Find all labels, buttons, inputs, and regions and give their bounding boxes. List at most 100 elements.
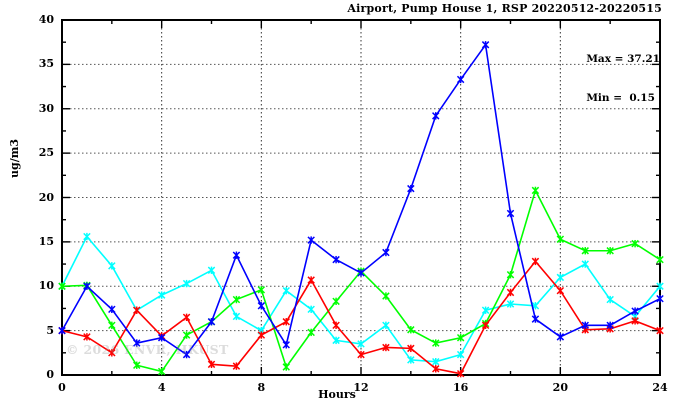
data-point-marker — [506, 288, 515, 297]
data-point-marker — [108, 349, 116, 357]
data-point-marker — [257, 331, 266, 339]
data-point-marker — [133, 361, 141, 369]
data-point-marker — [332, 336, 340, 345]
gridlines — [62, 19, 660, 375]
data-point-marker — [432, 112, 440, 120]
data-point-marker — [83, 282, 91, 290]
data-point-marker — [282, 341, 290, 349]
data-point-marker — [357, 269, 365, 277]
data-point-marker — [382, 321, 390, 330]
data-point-marker — [207, 318, 216, 326]
data-point-marker — [606, 295, 614, 304]
y-tick-label: 10 — [38, 279, 54, 293]
max-value-label: Max = 37.21 — [586, 53, 660, 65]
data-point-marker — [481, 321, 490, 330]
data-point-marker — [332, 255, 340, 264]
x-tick-label: 8 — [257, 381, 266, 394]
data-point-marker — [83, 232, 91, 241]
data-point-marker — [456, 75, 465, 84]
data-point-marker — [232, 251, 241, 259]
x-tick-label: 4 — [157, 381, 166, 394]
y-tick-label: 40 — [38, 13, 54, 26]
data-point-marker — [133, 306, 141, 314]
data-point-marker — [282, 286, 290, 295]
data-point-marker — [407, 344, 415, 353]
data-point-marker — [232, 362, 241, 370]
data-point-marker — [407, 356, 415, 364]
y-tick-label: 30 — [38, 101, 54, 115]
data-point-marker — [58, 282, 66, 290]
stats-annotation-box: Max = 37.21 Min = 0.15 — [586, 27, 660, 131]
data-point-marker — [257, 286, 266, 294]
data-point-marker — [282, 318, 290, 326]
data-point-marker — [581, 321, 589, 330]
data-point-marker — [332, 321, 340, 330]
data-point-marker — [382, 343, 390, 352]
x-axis-label: Hours — [318, 388, 356, 401]
data-point-marker — [157, 291, 166, 299]
data-point-marker — [58, 326, 66, 335]
data-point-marker — [207, 360, 216, 369]
data-point-marker — [456, 350, 465, 359]
plot-frame — [61, 19, 661, 376]
data-point-marker — [108, 305, 116, 314]
data-point-marker — [556, 286, 565, 295]
data-point-marker — [656, 282, 664, 290]
data-point-marker — [207, 266, 216, 275]
chart-title: Airport, Pump House 1, RSP 20220512-2022… — [347, 2, 662, 15]
data-point-marker — [531, 257, 540, 266]
data-series-20220512 — [58, 41, 664, 359]
data-point-marker — [382, 292, 390, 300]
data-point-marker — [357, 340, 365, 348]
x-tick-label: 20 — [552, 381, 568, 394]
data-point-marker — [481, 306, 490, 314]
data-point-marker — [556, 235, 565, 243]
data-point-marker — [556, 333, 565, 341]
data-point-marker — [332, 297, 340, 306]
data-point-marker — [432, 357, 440, 366]
data-point-marker — [656, 326, 664, 335]
data-point-marker — [481, 41, 490, 49]
data-point-marker — [83, 333, 91, 341]
y-tick-label: 0 — [46, 368, 54, 381]
data-point-marker — [432, 365, 440, 373]
y-tick-label: 35 — [38, 57, 54, 71]
data-point-marker — [157, 333, 166, 342]
data-point-marker — [556, 273, 565, 282]
data-point-marker — [133, 339, 141, 347]
y-tick-label: 15 — [38, 234, 54, 248]
data-point-marker — [581, 247, 589, 255]
data-point-marker — [182, 331, 191, 339]
data-point-marker — [606, 321, 614, 330]
data-point-marker — [407, 184, 415, 193]
data-point-marker — [232, 312, 241, 321]
data-point-marker — [407, 326, 415, 334]
data-point-marker — [432, 339, 440, 347]
data-point-marker — [357, 350, 365, 359]
data-point-marker — [307, 276, 315, 284]
data-point-marker — [656, 294, 664, 303]
data-point-marker — [531, 315, 540, 323]
data-point-marker — [257, 302, 266, 310]
data-point-marker — [606, 247, 614, 255]
data-point-marker — [108, 321, 116, 330]
data-point-marker — [631, 239, 639, 248]
data-point-marker — [307, 305, 315, 314]
data-point-marker — [382, 248, 390, 257]
data-point-marker — [157, 367, 166, 376]
data-point-marker — [108, 262, 116, 270]
data-point-marker — [581, 260, 589, 268]
data-point-marker — [506, 209, 515, 218]
min-value-label: Min = 0.15 — [586, 92, 655, 104]
y-tick-label: 20 — [38, 190, 54, 204]
data-point-marker — [506, 270, 515, 279]
data-point-marker — [182, 350, 191, 359]
data-point-marker — [182, 313, 191, 322]
data-point-marker — [456, 369, 465, 378]
x-tick-label: 0 — [58, 381, 66, 394]
data-point-marker — [531, 186, 540, 195]
data-point-marker — [307, 328, 315, 337]
data-point-marker — [182, 279, 191, 288]
